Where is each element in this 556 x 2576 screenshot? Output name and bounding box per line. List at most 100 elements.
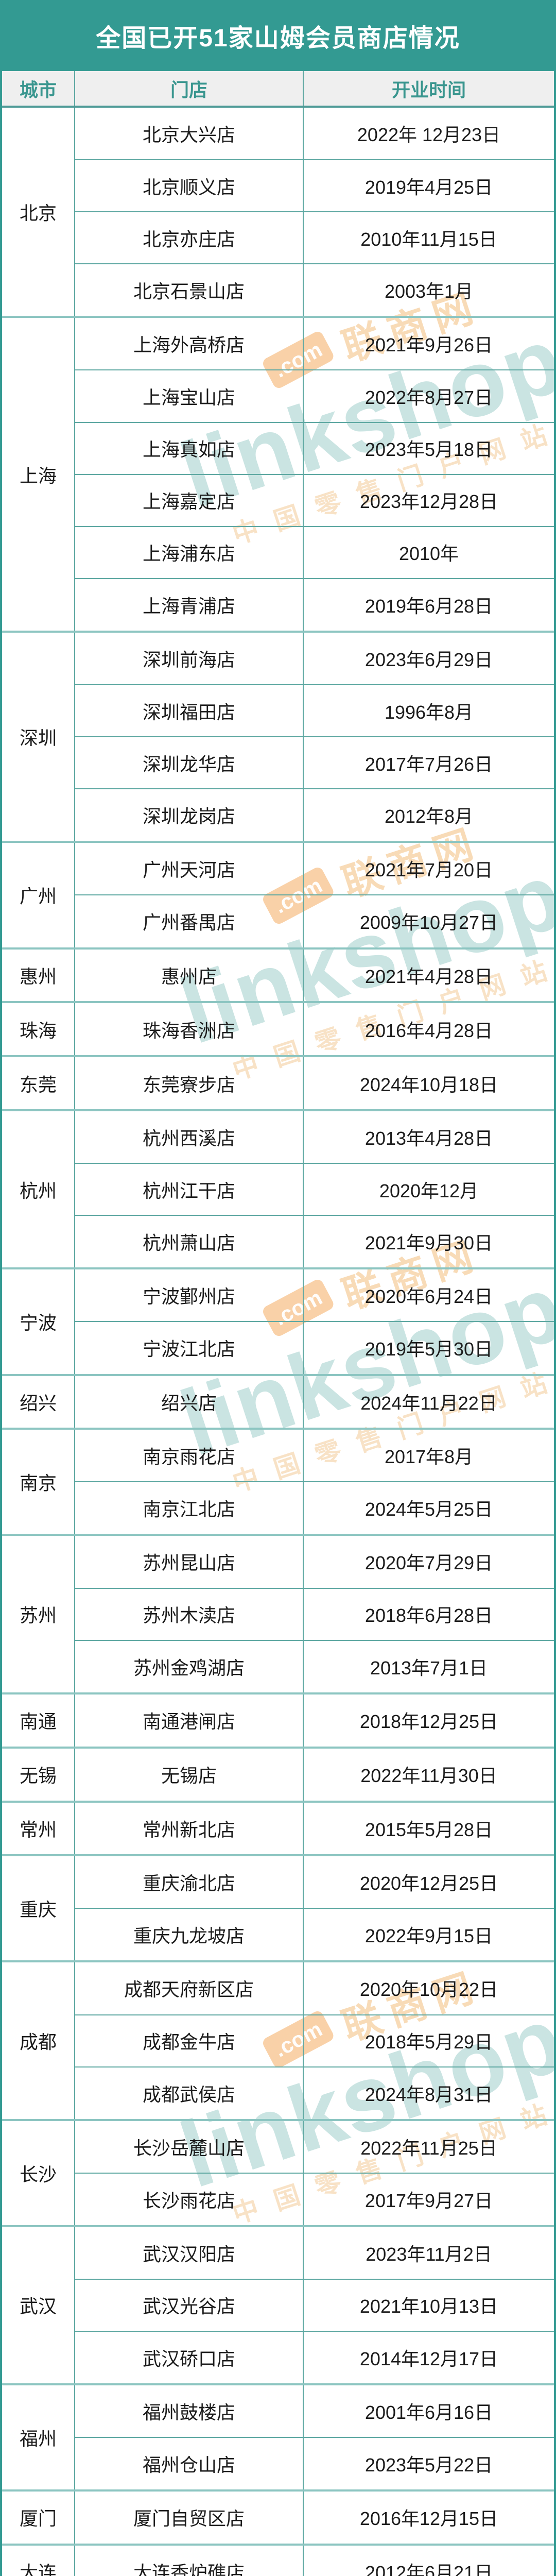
store-cell: 苏州昆山店	[75, 1534, 304, 1588]
store-cell: 珠海香洲店	[75, 1001, 304, 1057]
table-header: 城市 门店 开业时间	[2, 71, 554, 108]
table-row: 重庆 重庆渝北店 2020年12月25日	[2, 1854, 554, 1962]
open-date-cell: 2020年10月22日	[303, 1960, 554, 2015]
store-cell: 重庆九龙坡店	[75, 1908, 304, 1962]
table-row: 大连 大连香炉礁店 2012年6月21日	[2, 2543, 554, 2576]
store-cell: 上海浦东店	[75, 526, 304, 579]
table-row: 南京 南京雨花店 2017年8月	[2, 1428, 554, 1535]
table-row: 深圳 深圳前海店 2023年6月29日	[2, 631, 554, 842]
open-date-cell: 2020年6月24日	[303, 1267, 554, 1322]
open-date-cell: 2021年10月13日	[303, 2278, 554, 2331]
open-date-cell: 2017年7月26日	[303, 736, 554, 789]
table-row: 长沙 长沙岳麓山店 2022年11月25日	[2, 2119, 554, 2226]
table-row: 宁波 宁波鄞州店 2020年6月24日	[2, 1267, 554, 1375]
store-cell: 绍兴店	[75, 1374, 304, 1429]
table-row: 重庆九龙坡店 2022年9月15日	[2, 1908, 554, 1962]
table-row: 成都 成都天府新区店 2020年10月22日	[2, 1960, 554, 2120]
table-row: 成都金牛店 2018年5月29日	[2, 2014, 554, 2067]
open-date-cell: 2014年12月17日	[303, 2330, 554, 2384]
store-cell: 上海嘉定店	[75, 473, 304, 527]
title-bar: 全国已开51家山姆会员商店情况	[2, 0, 554, 71]
store-cell: 广州番禺店	[75, 894, 304, 948]
open-date-cell: 2022年8月27日	[303, 369, 554, 422]
table-row: 长沙雨花店 2017年9月27日	[2, 2172, 554, 2226]
open-date-cell: 2021年7月20日	[303, 841, 554, 895]
table-row: 上海浦东店 2010年	[2, 526, 554, 579]
city-cell: 福州	[2, 2383, 75, 2491]
table-row: 上海青浦店 2019年6月28日	[2, 578, 554, 632]
open-date-cell: 2021年9月26日	[303, 316, 554, 370]
store-cell: 长沙雨花店	[75, 2172, 304, 2226]
open-date-cell: 2013年4月28日	[303, 1109, 554, 1164]
table-row: 苏州金鸡湖店 2013年7月1日	[2, 1639, 554, 1693]
table-body: 北京 北京大兴店 2022年 12月23日 北京顺义店 2019年4月25日 北京亦庄店 2…	[2, 105, 554, 2576]
table-row: 苏州木渎店 2018年6月28日	[2, 1587, 554, 1640]
open-date-cell: 2023年5月18日	[303, 421, 554, 474]
open-date-cell: 2022年9月15日	[303, 1908, 554, 1962]
store-cell: 厦门自贸区店	[75, 2489, 304, 2545]
store-cell: 杭州江干店	[75, 1163, 304, 1216]
store-cell: 上海青浦店	[75, 578, 304, 632]
open-date-cell: 2012年8月	[303, 788, 554, 842]
open-date-cell: 1996年8月	[303, 684, 554, 737]
table-row: 武汉光谷店 2021年10月13日	[2, 2278, 554, 2331]
store-cell: 深圳前海店	[75, 631, 304, 685]
open-date-cell: 2023年5月22日	[303, 2436, 554, 2491]
open-date-cell: 2017年8月	[303, 1428, 554, 1482]
table-row: 深圳福田店 1996年8月	[2, 684, 554, 737]
store-cell: 成都武侯店	[75, 2066, 304, 2120]
city-cell: 大连	[2, 2543, 75, 2576]
city-cell: 南通	[2, 1692, 75, 1748]
open-date-cell: 2019年6月28日	[303, 578, 554, 632]
open-date-cell: 2022年11月25日	[303, 2119, 554, 2173]
col-header-store: 门店	[75, 71, 304, 108]
table-row: 成都武侯店 2024年8月31日	[2, 2066, 554, 2120]
table-row: 上海真如店 2023年5月18日	[2, 421, 554, 474]
store-cell: 杭州萧山店	[75, 1215, 304, 1269]
city-cell: 武汉	[2, 2225, 75, 2384]
store-cell: 长沙岳麓山店	[75, 2119, 304, 2173]
table-row: 广州 广州天河店 2021年7月20日	[2, 841, 554, 948]
table-row: 珠海 珠海香洲店 2016年4月28日	[2, 1001, 554, 1057]
store-cell: 常州新北店	[75, 1800, 304, 1856]
table-row: 厦门 厦门自贸区店 2016年12月15日	[2, 2489, 554, 2545]
open-date-cell: 2023年6月29日	[303, 631, 554, 685]
store-cell: 武汉汉阳店	[75, 2225, 304, 2279]
store-cell: 成都天府新区店	[75, 1960, 304, 2015]
table-row: 武汉 武汉汉阳店 2023年11月2日	[2, 2225, 554, 2384]
open-date-cell: 2021年4月28日	[303, 947, 554, 1003]
open-date-cell: 2010年	[303, 526, 554, 579]
store-table: 城市 门店 开业时间 北京 北京大兴店 2022年 12月23日 北京顺义店 2019年…	[2, 71, 554, 2576]
open-date-cell: 2022年 12月23日	[303, 105, 554, 160]
store-cell: 杭州西溪店	[75, 1109, 304, 1164]
store-cell: 武汉光谷店	[75, 2278, 304, 2331]
col-header-city: 城市	[2, 71, 75, 108]
open-date-cell: 2024年11月22日	[303, 1374, 554, 1429]
store-cell: 宁波鄞州店	[75, 1267, 304, 1322]
table-row: 武汉硚口店 2014年12月17日	[2, 2330, 554, 2384]
open-date-cell: 2023年12月28日	[303, 473, 554, 527]
table-row: 北京顺义店 2019年4月25日	[2, 159, 554, 212]
open-date-cell: 2010年11月15日	[303, 211, 554, 264]
open-date-cell: 2001年6月16日	[303, 2383, 554, 2437]
city-cell: 苏州	[2, 1534, 75, 1693]
store-cell: 惠州店	[75, 947, 304, 1003]
open-date-cell: 2017年9月27日	[303, 2172, 554, 2226]
open-date-cell: 2016年12月15日	[303, 2489, 554, 2545]
store-cell: 上海外高桥店	[75, 316, 304, 370]
table-row: 常州 常州新北店 2015年5月28日	[2, 1800, 554, 1856]
city-cell: 惠州	[2, 947, 75, 1003]
store-cell: 宁波江北店	[75, 1321, 304, 1375]
city-cell: 常州	[2, 1800, 75, 1856]
table-row: 苏州 苏州昆山店 2020年7月29日	[2, 1534, 554, 1693]
table-row: 福州 福州鼓楼店 2001年6月16日	[2, 2383, 554, 2491]
table-header-row: 城市 门店 开业时间	[2, 71, 554, 108]
city-cell: 深圳	[2, 631, 75, 842]
table-row: 上海嘉定店 2023年12月28日	[2, 473, 554, 527]
city-cell: 无锡	[2, 1746, 75, 1802]
open-date-cell: 2023年11月2日	[303, 2225, 554, 2279]
open-date-cell: 2019年4月25日	[303, 159, 554, 212]
table-row: 北京亦庄店 2010年11月15日	[2, 211, 554, 264]
table-row: 深圳龙华店 2017年7月26日	[2, 736, 554, 789]
